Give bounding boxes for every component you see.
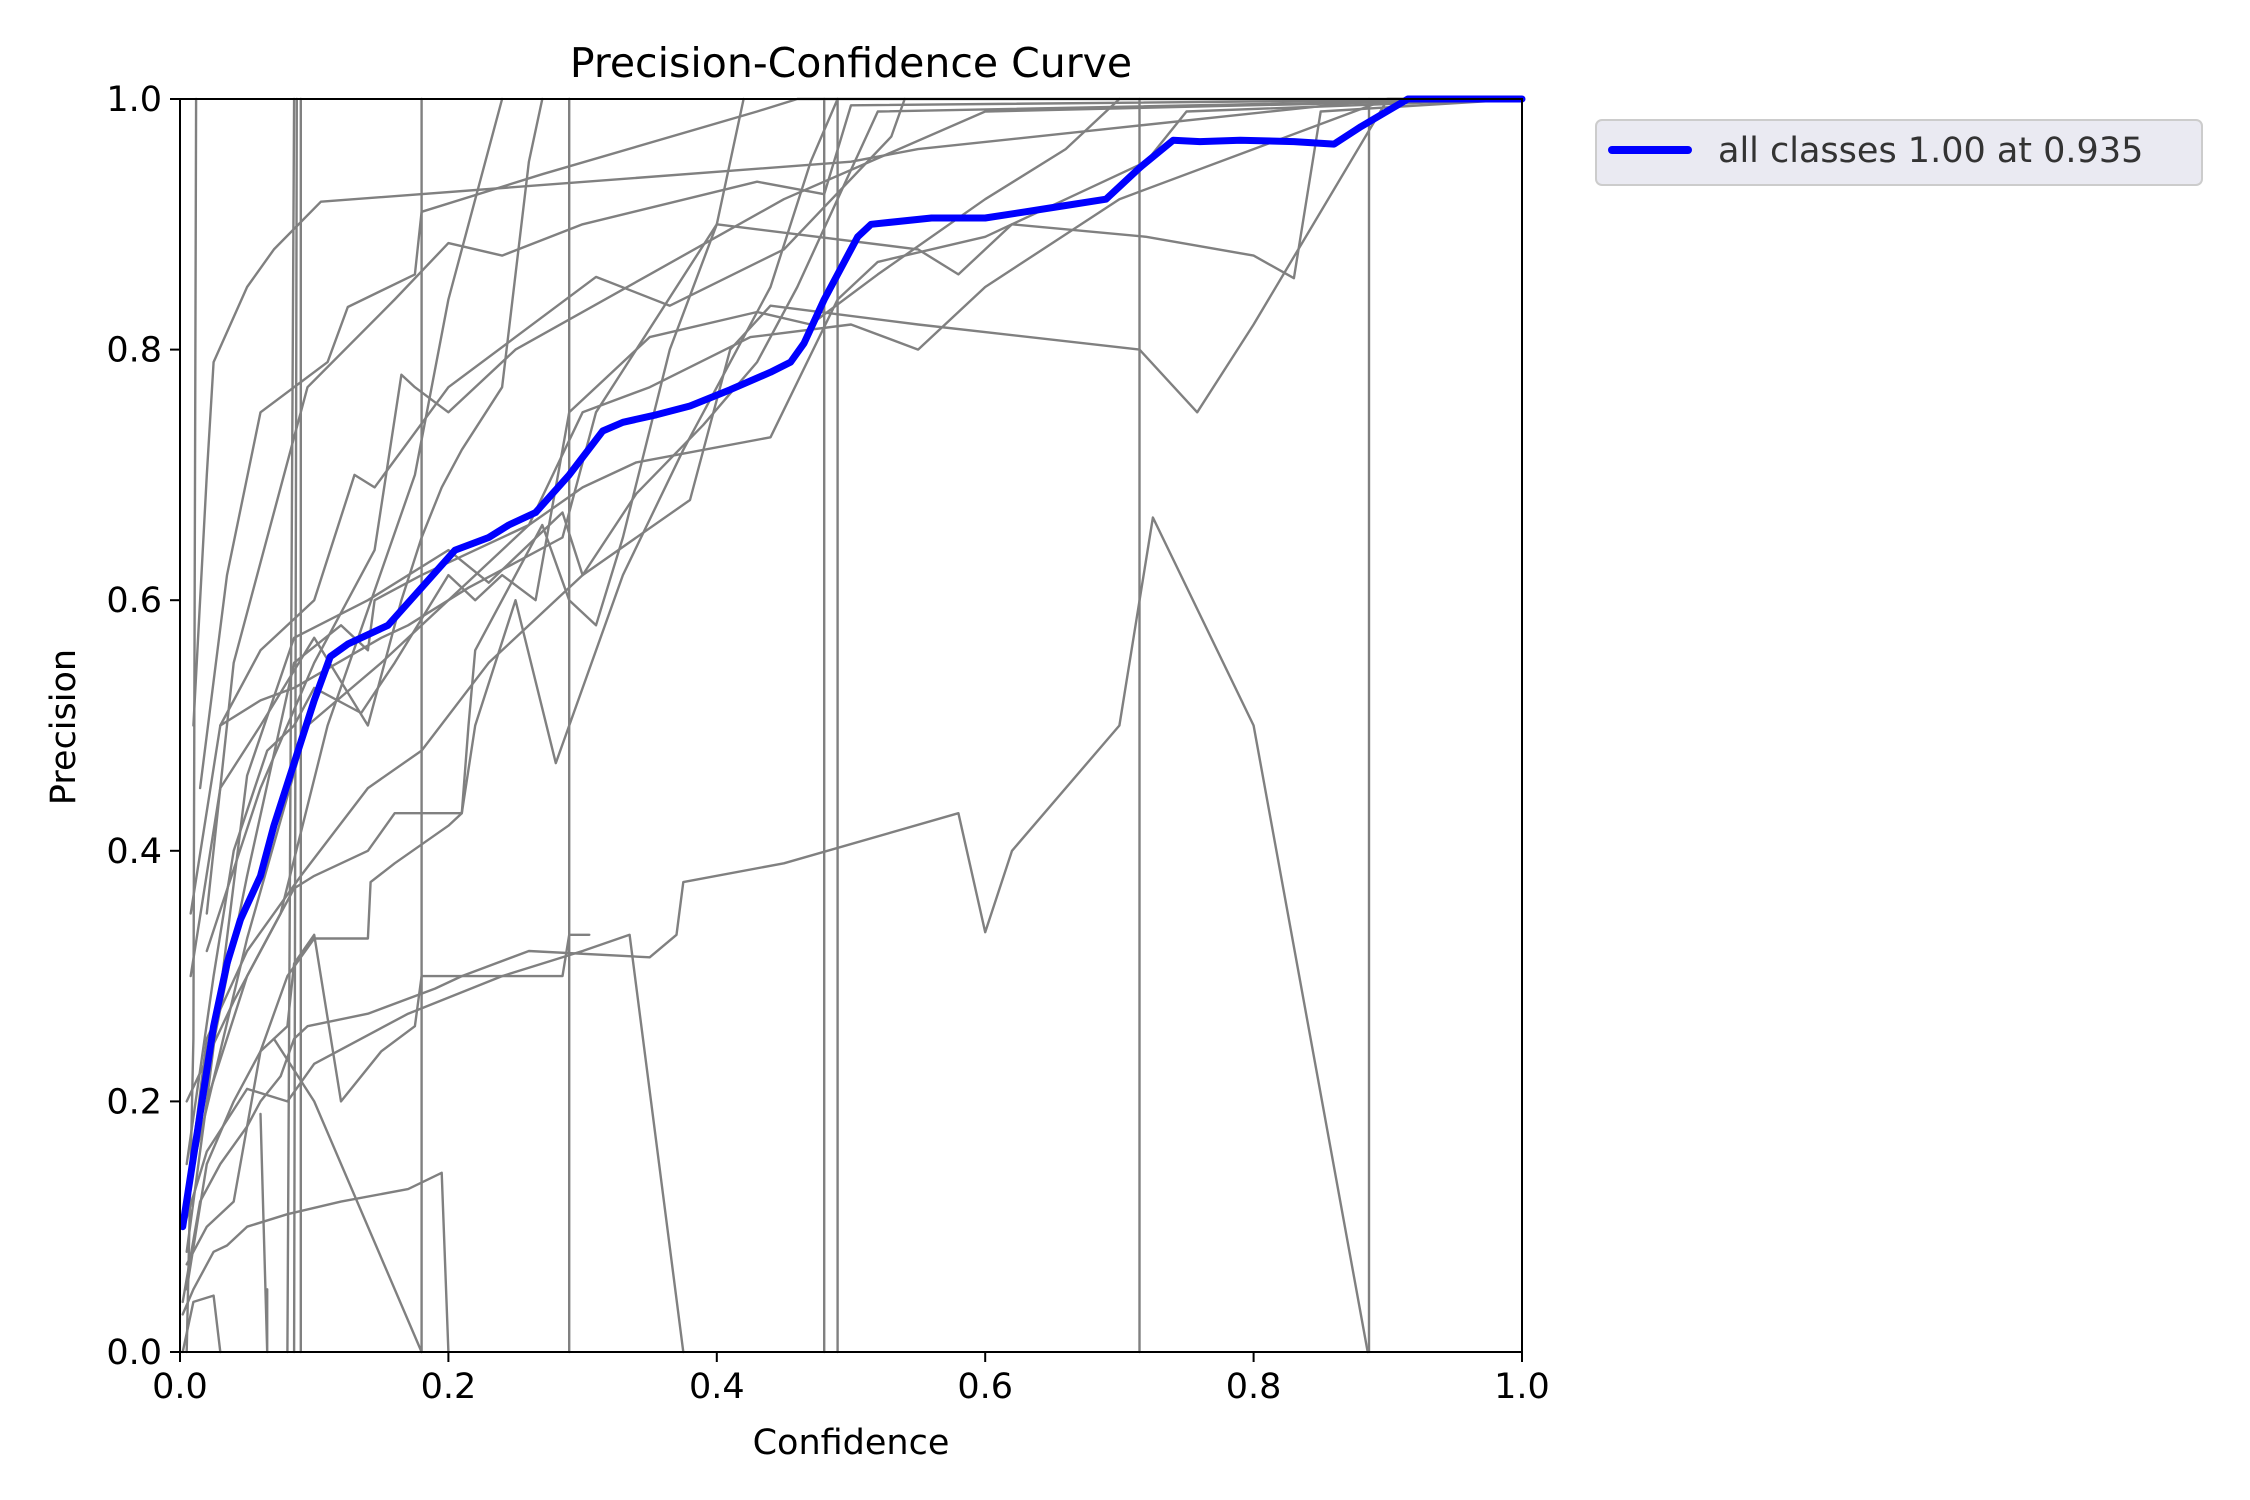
series-line-all-classes xyxy=(179,95,1526,1231)
x-tick-label: 0.0 xyxy=(152,1367,208,1407)
series-line-class-10 xyxy=(189,97,906,915)
y-tick-label: 0.2 xyxy=(106,1082,162,1122)
series-line-class-24 xyxy=(292,97,298,1354)
x-axis-ticks: 0.0 0.2 0.4 0.6 0.8 1.0 xyxy=(152,1352,1550,1407)
series-line-class-18 xyxy=(181,516,1369,1354)
series-line-class-14 xyxy=(185,97,1121,1166)
series-line-class-19 xyxy=(185,933,591,1266)
series-line-class-3 xyxy=(198,97,1524,790)
y-axis-ticks: 0.0 0.2 0.4 0.6 0.8 1.0 xyxy=(106,80,180,1373)
y-tick-label: 0.6 xyxy=(106,581,162,621)
series-line-class-13 xyxy=(189,97,544,978)
x-tick-label: 0.8 xyxy=(1226,1367,1282,1407)
y-tick-label: 1.0 xyxy=(106,80,162,120)
y-tick-label: 0.8 xyxy=(106,331,162,371)
series-line-class-26 xyxy=(272,97,423,1354)
plot-frame xyxy=(179,98,1523,1353)
x-tick-label: 1.0 xyxy=(1494,1367,1550,1407)
series-line-class-5 xyxy=(205,97,1524,1103)
legend: all classes 1.00 at 0.935 xyxy=(1595,119,2203,186)
y-tick-label: 0.0 xyxy=(106,1333,162,1373)
x-tick-label: 0.6 xyxy=(957,1367,1013,1407)
series-line-class-1 xyxy=(185,97,198,1354)
x-tick-label: 0.2 xyxy=(421,1367,477,1407)
series-line-class-16 xyxy=(185,97,745,1291)
series-line-class-21 xyxy=(181,1294,222,1354)
legend-label: all classes 1.00 at 0.935 xyxy=(1718,131,2143,171)
plot-lines xyxy=(179,95,1526,1354)
series-line-class-9 xyxy=(192,97,1524,1166)
series-line-class-8 xyxy=(205,97,1524,1078)
y-tick-label: 0.4 xyxy=(106,832,162,872)
series-line-class-7 xyxy=(205,97,1524,953)
series-line-class-17 xyxy=(182,933,685,1354)
x-tick-label: 0.4 xyxy=(689,1367,745,1407)
legend-box xyxy=(1595,119,2203,186)
series-line-class-11 xyxy=(185,97,1524,1203)
series-line-class-15 xyxy=(185,97,839,1254)
series-line-class-20 xyxy=(181,1171,450,1354)
chart-title: Precision-Confidence Curve xyxy=(570,39,1132,87)
y-axis-label: Precision xyxy=(44,649,84,805)
series-line-class-12 xyxy=(185,97,504,1103)
x-axis-label: Confidence xyxy=(753,1423,950,1463)
series-line-class-23 xyxy=(286,97,296,1354)
